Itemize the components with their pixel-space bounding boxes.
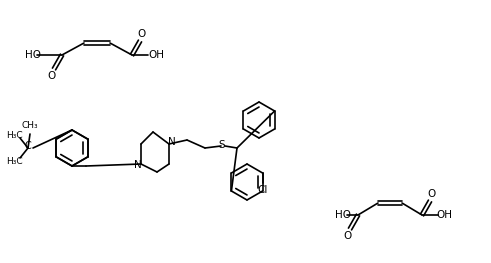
Text: H₃C: H₃C xyxy=(6,156,22,165)
Text: OH: OH xyxy=(436,210,452,220)
Text: O: O xyxy=(48,71,56,81)
Text: N: N xyxy=(168,137,176,147)
Text: N: N xyxy=(134,160,142,170)
Text: H₃C: H₃C xyxy=(6,132,22,140)
Text: Cl: Cl xyxy=(257,185,268,195)
Text: OH: OH xyxy=(148,50,164,60)
Text: O: O xyxy=(428,189,436,199)
Text: O: O xyxy=(344,231,352,241)
Text: S: S xyxy=(218,140,225,150)
Text: C: C xyxy=(25,141,31,151)
Text: HO: HO xyxy=(25,50,41,60)
Text: CH₃: CH₃ xyxy=(22,122,38,130)
Text: HO: HO xyxy=(335,210,351,220)
Text: O: O xyxy=(138,29,146,39)
